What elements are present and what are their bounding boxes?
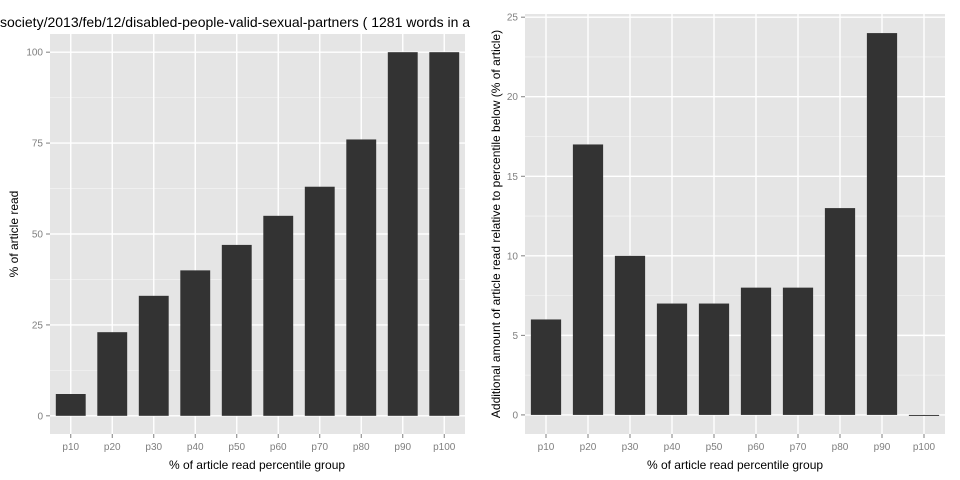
- y-tick-label: 5: [512, 331, 518, 342]
- x-tick-label: p10: [62, 442, 79, 453]
- x-tick-label: p30: [145, 442, 162, 453]
- bar-p80: [346, 139, 377, 416]
- y-axis-label: Additional amount of article read relati…: [489, 30, 503, 418]
- bar-p100: [429, 52, 460, 416]
- x-tick-label: p50: [706, 442, 723, 453]
- bar-p70: [782, 287, 814, 415]
- x-tick-label: p20: [104, 442, 121, 453]
- y-tick-label: 10: [507, 251, 519, 262]
- chart-panel-1: 0 25 50 75 100 p10 p20 p30 p40 p50 p60 p70 p80 p90 p10…: [7, 34, 465, 472]
- bar-p50: [698, 303, 730, 415]
- x-tick-label: p40: [664, 442, 681, 453]
- y-tick-label: 100: [26, 48, 43, 59]
- bar-p10: [55, 394, 86, 416]
- bar-p60: [263, 215, 294, 416]
- x-axis-label: % of article read percentile group: [647, 458, 823, 472]
- y-tick-label: 0: [37, 411, 43, 422]
- y-axis-label: % of article read: [7, 191, 21, 278]
- bar-p20: [97, 332, 128, 416]
- y-tick-label: 50: [32, 230, 44, 241]
- bar-p50: [221, 244, 252, 416]
- bar-p90: [866, 33, 898, 415]
- bar-p40: [180, 270, 211, 416]
- x-tick-label: p100: [433, 442, 456, 453]
- bar-p20: [572, 144, 604, 415]
- y-tick-label: 15: [507, 172, 519, 183]
- bar-p30: [138, 295, 169, 416]
- x-tick-label: p100: [913, 442, 936, 453]
- x-tick-label: p70: [311, 442, 328, 453]
- x-tick-label: p60: [270, 442, 287, 453]
- y-tick-label: 0: [512, 410, 518, 421]
- x-tick-label: p90: [874, 442, 891, 453]
- y-tick-label: 25: [507, 13, 519, 24]
- bar-p40: [656, 303, 688, 415]
- chart-title: society/2013/feb/12/disabled-people-vali…: [0, 14, 471, 30]
- x-tick-label: p70: [790, 442, 807, 453]
- bar-p90: [387, 52, 418, 416]
- x-tick-label: p90: [394, 442, 411, 453]
- bar-p30: [614, 255, 646, 415]
- x-tick-label: p40: [187, 442, 204, 453]
- x-tick-label: p80: [832, 442, 849, 453]
- x-axis-label: % of article read percentile group: [169, 458, 345, 472]
- bar-p60: [740, 287, 772, 415]
- bar-p100: [908, 414, 940, 416]
- x-tick-label: p10: [538, 442, 555, 453]
- bar-p70: [304, 186, 335, 416]
- x-tick-label: p50: [228, 442, 245, 453]
- x-tick-label: p60: [748, 442, 765, 453]
- x-tick-label: p20: [580, 442, 597, 453]
- y-tick-label: 25: [32, 320, 44, 331]
- bar-p10: [530, 319, 562, 415]
- y-tick-label: 75: [32, 139, 44, 150]
- y-tick-label: 20: [507, 92, 519, 103]
- x-tick-label: p30: [622, 442, 639, 453]
- bar-p80: [824, 208, 856, 415]
- chart-panel-2: 0 5 10 15 20 25 p10 p20 p30 p40 p50 p60 p70 p80 p90 p10…: [489, 13, 945, 472]
- x-tick-label: p80: [353, 442, 370, 453]
